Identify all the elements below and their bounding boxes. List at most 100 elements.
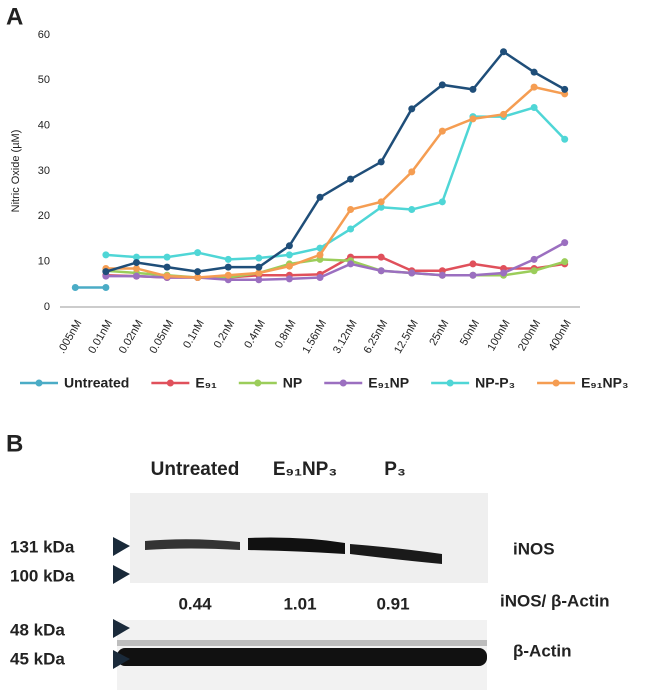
data-point — [500, 48, 508, 56]
legend-marker — [339, 379, 347, 387]
data-point — [438, 127, 446, 135]
x-tick-label: 100nM — [485, 318, 512, 353]
data-point — [377, 267, 385, 275]
band-label: iNOS — [513, 539, 555, 558]
data-point — [132, 272, 140, 280]
data-point — [102, 284, 110, 292]
x-tick-label: 6.25nM — [362, 318, 391, 356]
data-point — [408, 269, 416, 277]
band — [350, 544, 442, 564]
data-point — [530, 104, 538, 112]
data-point — [224, 271, 232, 279]
data-point — [163, 263, 171, 271]
panel-label: A — [6, 3, 23, 30]
data-point — [408, 168, 416, 176]
data-point — [469, 260, 477, 268]
y-tick-label: 20 — [38, 210, 50, 222]
band — [145, 539, 240, 550]
band — [117, 640, 487, 646]
data-point — [102, 251, 110, 259]
data-point — [438, 271, 446, 279]
ratio-value: 0.91 — [376, 594, 409, 613]
legend-label: E₉₁NP — [368, 375, 409, 391]
series-line — [105, 106, 566, 261]
y-tick-label: 0 — [44, 301, 50, 313]
data-point — [71, 284, 79, 292]
data-point — [255, 276, 263, 284]
marker-label: 131 kDa — [10, 537, 75, 556]
data-point — [438, 198, 446, 206]
band — [117, 648, 487, 666]
blot-membrane — [130, 493, 488, 583]
x-tick-label: 12.5nM — [392, 318, 421, 356]
data-point — [255, 254, 263, 262]
lane-label: P₃ — [384, 459, 405, 480]
band — [248, 537, 345, 554]
data-point — [285, 242, 293, 250]
data-point — [377, 198, 385, 206]
marker-label: 100 kDa — [10, 566, 75, 585]
legend-label: NP — [283, 375, 302, 391]
data-point — [500, 110, 508, 118]
y-tick-label: 10 — [38, 256, 50, 268]
data-point — [102, 268, 110, 276]
data-point — [561, 85, 569, 93]
x-tick-label: 0.1nM — [181, 318, 207, 350]
legend-label: NP-P₃ — [475, 375, 515, 391]
data-point — [408, 105, 416, 113]
x-tick-label: .005nM — [56, 318, 85, 356]
y-axis-title: Nitric Oxide (µM) — [10, 130, 22, 213]
data-point — [438, 81, 446, 89]
data-point — [500, 269, 508, 277]
data-point — [408, 206, 416, 214]
blot-labels: Untreated E₉₁NP₃ P₃ 131 kDa 100 kDa 48 kDa 45 … — [10, 459, 610, 668]
x-tick-label: 0.01nM — [86, 318, 115, 356]
ratio-value: 0.44 — [178, 594, 212, 613]
legend-label: Untreated — [64, 375, 129, 391]
x-tick-label: 25nM — [427, 318, 451, 348]
x-tick-label: 1.56nM — [300, 318, 329, 356]
marker-label: 48 kDa — [10, 620, 65, 639]
legend-marker — [552, 379, 560, 387]
data-point — [132, 253, 140, 261]
x-tick-label: 400nM — [547, 318, 574, 353]
y-tick-label: 30 — [38, 165, 50, 177]
ratio-label: iNOS/ β-Actin — [500, 591, 610, 610]
data-point — [132, 259, 140, 267]
x-tick-label: 0.02nM — [117, 318, 146, 356]
series-line — [105, 50, 566, 273]
data-point — [347, 225, 355, 233]
data-point — [285, 275, 293, 283]
lane-label: E₉₁NP₃ — [273, 459, 337, 480]
legend-marker — [35, 379, 43, 387]
data-point — [316, 251, 324, 259]
data-point — [316, 244, 324, 252]
legend-marker — [446, 379, 454, 387]
data-point — [530, 68, 538, 76]
line-chart: 0 10 20 30 40 50 60 .005nM 0.01nM 0.02nM 0.05nM 0.1… — [38, 29, 580, 356]
data-point — [530, 83, 538, 91]
data-point — [530, 267, 538, 275]
band-label: β-Actin — [513, 641, 572, 660]
data-point — [163, 272, 171, 280]
data-point — [469, 271, 477, 279]
x-tick-label: 0.8nM — [273, 318, 299, 350]
data-point — [561, 239, 569, 247]
data-point — [530, 255, 538, 263]
data-point — [224, 255, 232, 263]
data-point — [255, 263, 263, 271]
data-point — [194, 249, 202, 257]
y-tick-label: 50 — [38, 74, 50, 86]
data-point — [163, 253, 171, 261]
data-point — [347, 175, 355, 183]
data-point — [377, 158, 385, 166]
marker-arrows — [113, 537, 130, 669]
data-point — [561, 135, 569, 143]
x-tick-label: 3.12nM — [331, 318, 360, 356]
x-tick-label: 50nM — [458, 318, 482, 348]
data-point — [377, 253, 385, 261]
lane-label: Untreated — [151, 459, 240, 480]
ratio-value: 1.01 — [283, 594, 316, 613]
legend-label: E₉₁ — [195, 375, 217, 391]
